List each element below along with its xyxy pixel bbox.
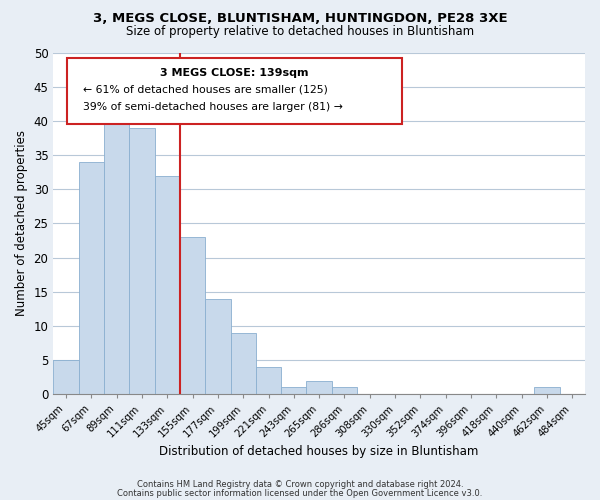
Text: Size of property relative to detached houses in Bluntisham: Size of property relative to detached ho… [126, 25, 474, 38]
Bar [307, 380, 332, 394]
Bar [205, 298, 230, 394]
Bar [129, 128, 155, 394]
Text: 3, MEGS CLOSE, BLUNTISHAM, HUNTINGDON, PE28 3XE: 3, MEGS CLOSE, BLUNTISHAM, HUNTINGDON, P… [92, 12, 508, 26]
Bar [281, 388, 307, 394]
Text: 3 MEGS CLOSE: 139sqm: 3 MEGS CLOSE: 139sqm [160, 68, 308, 78]
Text: Contains HM Land Registry data © Crown copyright and database right 2024.: Contains HM Land Registry data © Crown c… [137, 480, 463, 489]
Bar [332, 388, 357, 394]
FancyBboxPatch shape [67, 58, 401, 124]
Bar [535, 388, 560, 394]
Bar [53, 360, 79, 394]
Bar [230, 333, 256, 394]
Bar [256, 367, 281, 394]
Text: ← 61% of detached houses are smaller (125): ← 61% of detached houses are smaller (12… [83, 85, 328, 95]
Text: Contains public sector information licensed under the Open Government Licence v3: Contains public sector information licen… [118, 488, 482, 498]
Bar [104, 107, 129, 395]
Bar [79, 162, 104, 394]
Y-axis label: Number of detached properties: Number of detached properties [15, 130, 28, 316]
Bar [180, 237, 205, 394]
X-axis label: Distribution of detached houses by size in Bluntisham: Distribution of detached houses by size … [160, 444, 479, 458]
Bar [155, 176, 180, 394]
Text: 39% of semi-detached houses are larger (81) →: 39% of semi-detached houses are larger (… [83, 102, 343, 112]
